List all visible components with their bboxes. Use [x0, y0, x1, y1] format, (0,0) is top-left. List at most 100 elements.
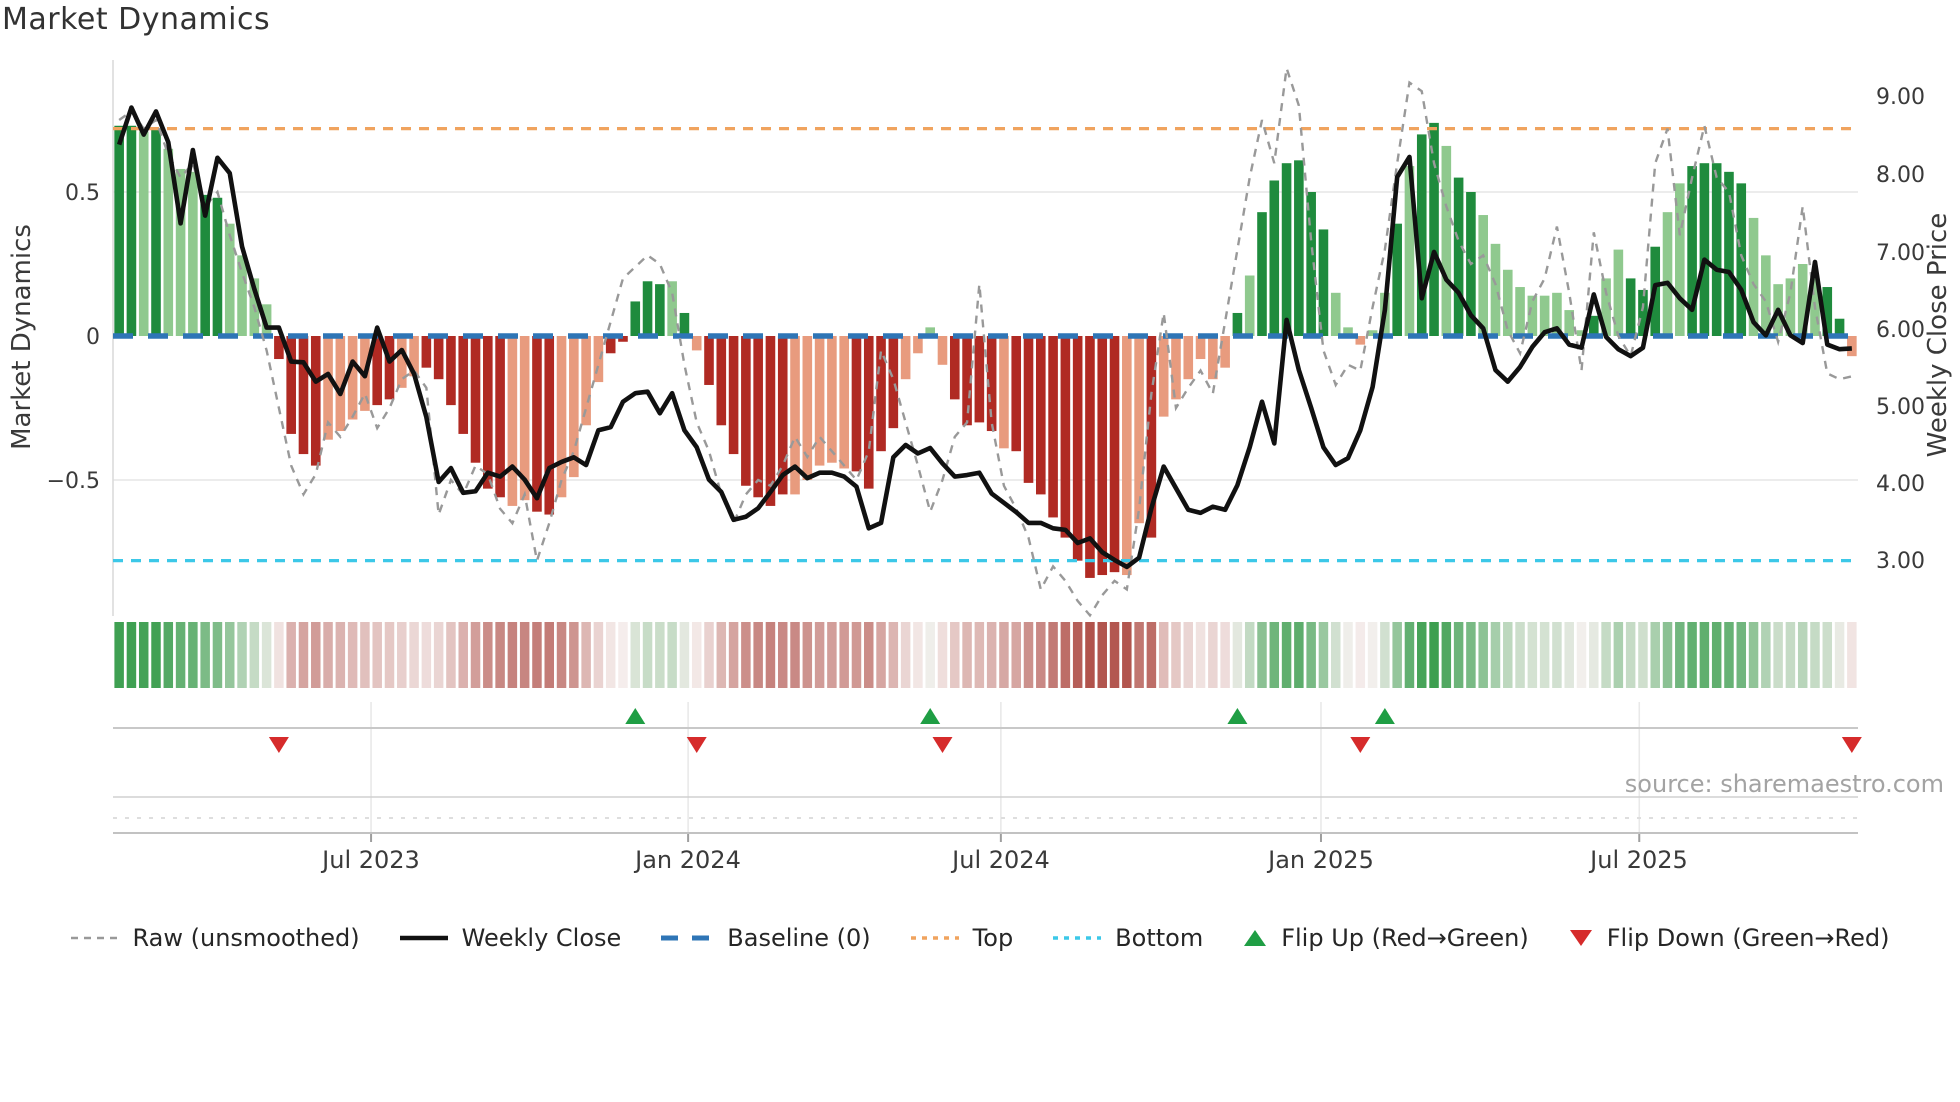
- heatmap-cell: [1232, 622, 1243, 688]
- oscillator-bar: [1048, 336, 1058, 518]
- oscillator-bar: [310, 336, 321, 466]
- oscillator-bar: [925, 327, 936, 336]
- oscillator-bar: [384, 336, 395, 400]
- heatmap-cell: [704, 622, 714, 688]
- oscillator-bar: [913, 336, 923, 354]
- marker-panel: [113, 702, 1862, 842]
- oscillator-bar: [1244, 275, 1255, 336]
- heatmap-cell: [1711, 622, 1722, 688]
- heatmap-cell: [765, 622, 776, 688]
- oscillator-bar: [1699, 163, 1710, 336]
- oscillator-bar: [483, 336, 493, 489]
- oscillator-bar: [114, 125, 124, 336]
- heatmap-cell: [237, 622, 247, 688]
- heatmap-cell: [1281, 622, 1292, 688]
- heatmap-cell: [1171, 622, 1181, 688]
- heatmap-cell: [1601, 622, 1611, 688]
- heatmap-cell: [372, 622, 382, 688]
- heatmap-cell: [1294, 622, 1304, 688]
- oscillator-bar: [1134, 336, 1144, 524]
- heatmap-cell: [1613, 622, 1624, 688]
- heatmap-cell: [1380, 622, 1390, 688]
- oscillator-bar: [1367, 330, 1378, 336]
- heatmap-cell: [667, 622, 677, 688]
- oscillator-bar: [704, 336, 714, 385]
- heatmap-cell: [1208, 622, 1218, 688]
- oscillator-bar: [1527, 295, 1538, 336]
- oscillator-bar: [274, 336, 284, 360]
- legend-label: Baseline (0): [727, 924, 871, 952]
- oscillator-bar: [1355, 336, 1366, 345]
- heatmap-cell: [1060, 622, 1071, 688]
- xtick-jan-2025: Jan 2025: [1266, 846, 1374, 874]
- legend-item-baseline: Baseline (0): [661, 924, 871, 952]
- oscillator-bar: [1761, 255, 1771, 336]
- heatmap-cell: [974, 622, 985, 688]
- legend-label: Top: [972, 924, 1014, 952]
- legend-label: Raw (unsmoothed): [132, 924, 360, 952]
- reference-lines: [113, 127, 1858, 563]
- oscillator-bar: [323, 336, 333, 440]
- flip-up-marker: [1227, 708, 1248, 724]
- oscillator-bar: [298, 336, 309, 455]
- oscillator-bar: [1502, 269, 1513, 336]
- heatmap-cell: [1761, 622, 1771, 688]
- oscillator-bar: [1392, 223, 1402, 336]
- heatmap-cell: [1650, 622, 1660, 688]
- oscillator-bar: [1638, 289, 1648, 336]
- legend-item-weekly-close: Weekly Close: [399, 924, 621, 952]
- oscillator-bar: [556, 336, 567, 498]
- heatmap-cell: [802, 622, 813, 688]
- heatmap-cell: [605, 622, 616, 688]
- heatmap-cell: [679, 622, 690, 688]
- heatmap-cell: [1048, 622, 1058, 688]
- flip-down-marker: [268, 737, 289, 753]
- oscillator-bar: [1171, 336, 1181, 400]
- oscillator-bar: [495, 336, 505, 498]
- oscillator-bar: [433, 336, 444, 380]
- heatmap-cell: [1625, 622, 1636, 688]
- heatmap-cell: [618, 622, 628, 688]
- oscillator-bar: [1146, 336, 1157, 538]
- heatmap-cell: [433, 622, 444, 688]
- oscillator-bar: [1060, 336, 1071, 538]
- heatmap-cell: [311, 622, 321, 688]
- oscillator-bar: [765, 336, 776, 506]
- heatmap-cell: [1589, 622, 1599, 688]
- oscillator-bar: [1748, 217, 1759, 336]
- heatmap-cell: [1183, 622, 1194, 688]
- heatmap-cell: [1515, 622, 1525, 688]
- heatmap-cell: [1564, 622, 1574, 688]
- oscillator-bar: [175, 168, 186, 336]
- heatmap-cell: [384, 622, 395, 688]
- heatmap-cell: [1011, 622, 1021, 688]
- oscillator-bar: [163, 148, 174, 336]
- heatmap-cell: [1158, 622, 1169, 688]
- heatmap-cell: [1085, 622, 1095, 688]
- oscillator-bar: [544, 336, 555, 515]
- oscillator-bar: [1306, 192, 1316, 336]
- heatmap-cell: [212, 622, 223, 688]
- heatmap-cell: [569, 622, 579, 688]
- heatmap-cell: [777, 622, 788, 688]
- heatmap-cell: [335, 622, 346, 688]
- price-tick-6: 6.00: [1876, 318, 1925, 343]
- heatmap-cell: [581, 622, 591, 688]
- oscillator-bar: [777, 336, 788, 495]
- oscillator-bar: [753, 336, 763, 498]
- heatmap-cell: [470, 622, 481, 688]
- flip-down-marker: [686, 737, 707, 753]
- heatmap-cell: [1257, 622, 1267, 688]
- heatmap-cell: [753, 622, 763, 688]
- oscillator-bar: [1208, 336, 1218, 380]
- oscillator-bar: [679, 312, 690, 336]
- oscillator-bar: [937, 336, 948, 365]
- orange-dotted-line-icon: [910, 936, 959, 940]
- heatmap-cell: [950, 622, 960, 688]
- heatmap-cell: [421, 622, 432, 688]
- heatmap-cell: [519, 622, 530, 688]
- legend-label: Flip Down (Green→Red): [1606, 924, 1890, 952]
- heatmap-cell: [1453, 622, 1464, 688]
- oscillator-bar: [827, 336, 837, 463]
